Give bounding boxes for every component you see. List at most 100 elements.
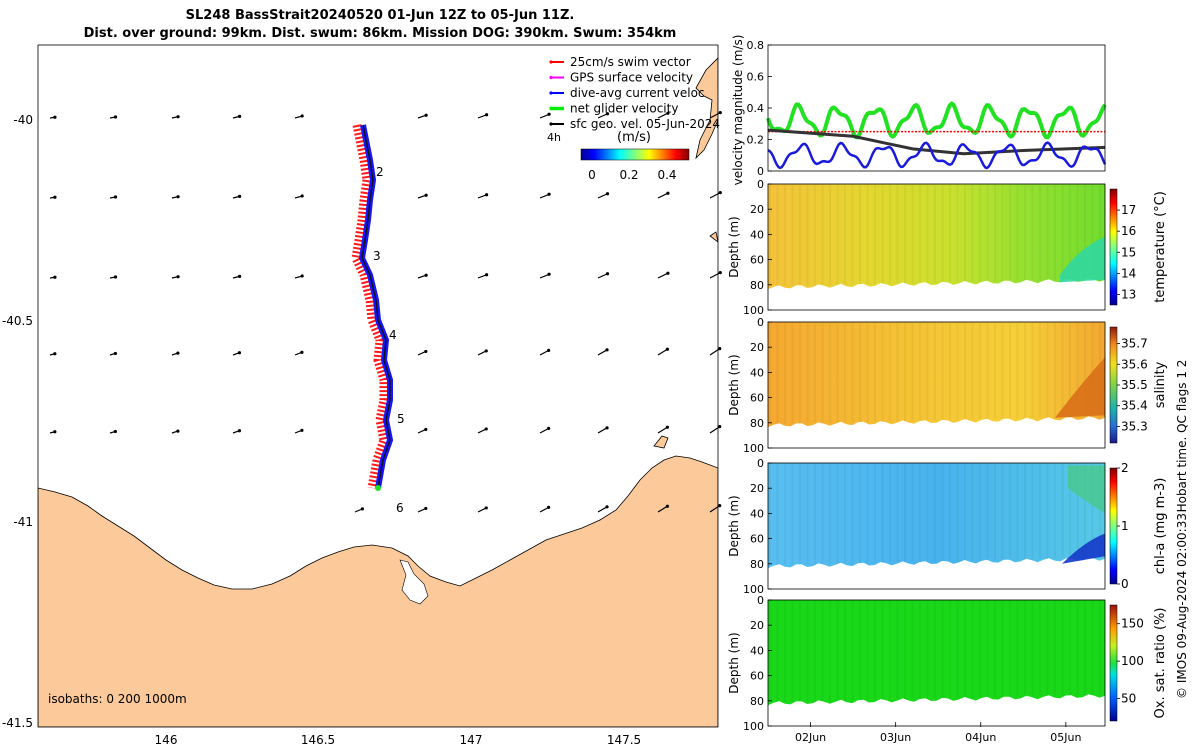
geo-arrow-head (176, 115, 180, 119)
geo-arrow-head (176, 195, 180, 199)
geo-arrow-head (238, 114, 242, 118)
track-centerline (361, 124, 391, 489)
lon-tick: 146 (155, 733, 178, 747)
geo-arrow (657, 505, 668, 513)
geo-arrow-head (360, 507, 364, 511)
estuary (399, 559, 429, 605)
geo-arrow-head (484, 349, 488, 353)
section-colorbar (1109, 326, 1118, 444)
geo-arrow-head (605, 112, 610, 116)
qc-note: Hobart time. QC flags 1 2 (1175, 360, 1189, 513)
isobaths-label: isobaths: 0 200 1000m (48, 692, 187, 706)
colorbar-label: Ox. sat. ratio (%) (1153, 608, 1168, 719)
geo-arrow-head (605, 192, 610, 196)
geo-arrow-head (300, 194, 304, 198)
geo-arrow (597, 193, 608, 199)
geo-arrow-head (300, 350, 304, 354)
lon-tick: 146.5 (301, 733, 335, 747)
geo-arrow-head (176, 275, 180, 279)
geo-arrow (597, 113, 608, 119)
geo-arrow-head (547, 426, 551, 430)
island-small-2 (709, 231, 718, 243)
velocity-ytick-label: 0.8 (747, 39, 765, 52)
colorbar-label: temperature (°C) (1153, 191, 1168, 303)
map-legend: 25cm/s swim vector GPS surface velocitydi… (549, 55, 720, 131)
geo-arrow-head (53, 352, 57, 356)
legend-label: net glider velocity (570, 102, 678, 116)
map-frame (37, 44, 719, 728)
depth-ylabel: Depth (m) (727, 495, 741, 556)
colorbar-tick-label: 150 (1121, 617, 1144, 631)
lon-tick: 147 (460, 733, 483, 747)
geo-arrow (597, 349, 608, 356)
geo-arrow-head (718, 347, 722, 351)
geo-arrow-head (485, 193, 489, 197)
geo-arrow (539, 427, 549, 434)
dive-avg-current-line (767, 141, 1107, 170)
geo-arrow-head (547, 348, 551, 352)
speed-colorbar-title: (m/s) (617, 130, 651, 145)
legend-label: 25cm/s swim vector (570, 55, 691, 69)
depth-tick-label: 40 (750, 507, 764, 520)
geo-arrow-head (665, 425, 669, 429)
speed-colorbar-tick: 0.2 (619, 168, 638, 182)
geo-arrow (657, 192, 669, 199)
lat-tick: -40 (13, 113, 33, 127)
geo-arrow-head (666, 271, 670, 275)
geo-arrow-head (113, 275, 118, 279)
geo-arrow-head (718, 191, 722, 195)
depth-ylabel: Depth (m) (727, 216, 741, 277)
legend-label: dive-avg current veloc (570, 86, 705, 100)
geo-arrow (657, 348, 668, 356)
map-lat-axis: -40 -40.5 -41 -41.5 (2, 113, 33, 730)
depth-tick-label: 60 (750, 254, 764, 267)
map-lon-axis: 146 146.5 147 147.5 (155, 733, 642, 747)
island-small-1 (653, 435, 669, 449)
colorbar-tick-label: 35.4 (1121, 399, 1148, 413)
depth-tick-label: 40 (750, 228, 764, 241)
glider-track (351, 124, 394, 491)
geo-arrow (539, 113, 550, 119)
geo-arrow-head (238, 194, 242, 198)
colorbar-label: salinity (1153, 361, 1168, 408)
legend-marker (549, 106, 553, 111)
speed-colorbar-tick: 0.4 (657, 168, 676, 182)
velocity-ytick-label: 0.2 (747, 134, 765, 147)
geo-arrow-head (237, 351, 242, 355)
geo-arrow-head (485, 113, 489, 117)
geo-arrow-head (300, 428, 304, 432)
geo-arrow (709, 112, 721, 119)
geo-arrow-head (424, 349, 428, 354)
geo-arrow-head (176, 429, 180, 433)
day-marker-6: 6 (396, 501, 404, 515)
depth-tick-label: 20 (750, 203, 764, 216)
geo-arrow-head (424, 193, 428, 197)
figure-title-line2: Dist. over ground: 99km. Dist. swum: 86k… (83, 26, 677, 41)
high-chl-patch (1068, 465, 1105, 514)
geo-arrow (597, 506, 608, 513)
time-tick-label: 02Jun (795, 731, 826, 744)
depth-tick-label: 20 (750, 341, 764, 354)
sfc-geo-velocity-line (767, 128, 1106, 156)
colorbar-tick-label: 15 (1121, 245, 1136, 259)
legend-label: GPS surface velocity (570, 71, 693, 85)
depth-tick-label: 100 (743, 304, 764, 317)
depth-tick-label: 100 (743, 442, 764, 455)
depth-ylabel: Depth (m) (727, 354, 741, 415)
cold-water-patch (1060, 236, 1105, 283)
colorbar-tick-label: 14 (1121, 266, 1136, 280)
geo-arrow-head (718, 425, 722, 429)
geo-arrow (657, 112, 669, 119)
legend-marker (549, 60, 553, 64)
velocity-series (766, 44, 1107, 172)
colorbar-label: chl-a (mg m-3) (1153, 478, 1168, 575)
colorbar-tick-label: 35.6 (1121, 357, 1148, 371)
depth-tick-label: 0 (757, 457, 764, 470)
geo-arrow-head (547, 505, 551, 509)
geo-arrow-head (605, 348, 609, 352)
legend-marker (549, 122, 553, 126)
colorbar-tick-label: 100 (1121, 654, 1144, 668)
geo-arrow-head (424, 273, 428, 277)
geo-arrow-head (300, 114, 304, 118)
